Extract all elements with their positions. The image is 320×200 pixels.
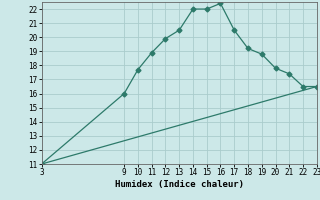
X-axis label: Humidex (Indice chaleur): Humidex (Indice chaleur) [115,180,244,189]
